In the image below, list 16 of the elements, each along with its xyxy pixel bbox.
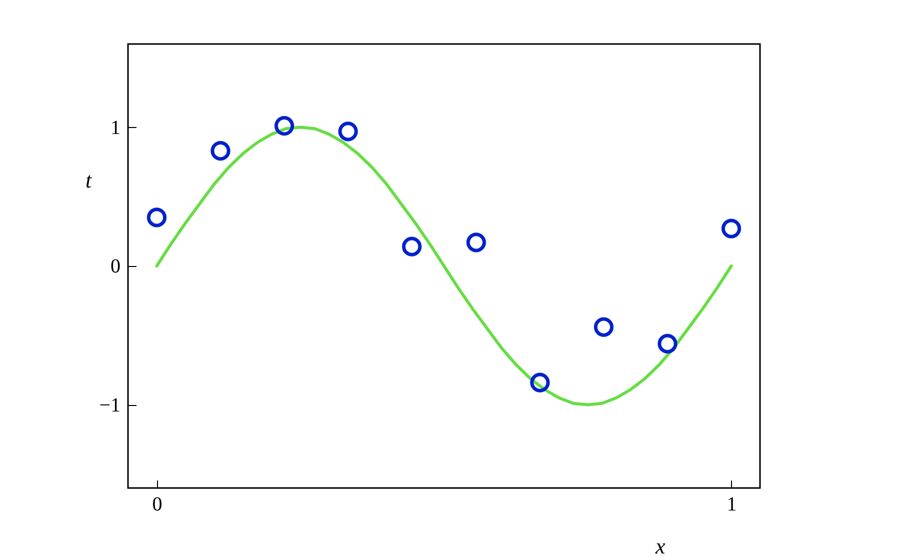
y-tick-label: 1 [110, 116, 120, 139]
point [594, 317, 614, 337]
point [530, 372, 550, 392]
point [658, 334, 678, 354]
point [466, 232, 486, 252]
y-axis-title: t [85, 168, 92, 192]
y-tick-label: 0 [110, 256, 120, 278]
point [274, 116, 294, 136]
line-series [155, 126, 733, 406]
point [146, 208, 167, 228]
point [338, 122, 358, 142]
x-axis-title: x [654, 534, 666, 558]
point [402, 236, 422, 256]
point [721, 218, 742, 238]
point [210, 141, 230, 161]
y-tick-label: −1 [99, 394, 120, 416]
